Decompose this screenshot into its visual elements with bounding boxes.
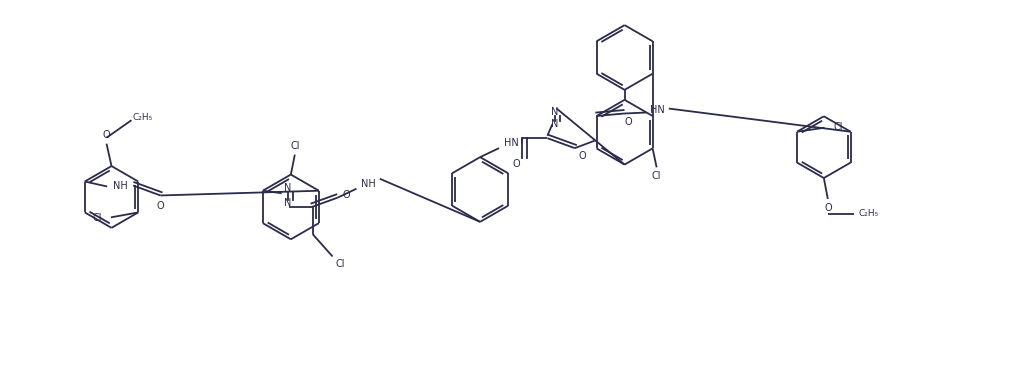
Text: C₂H₅: C₂H₅ <box>858 209 879 218</box>
Text: Cl: Cl <box>833 122 843 132</box>
Text: Cl: Cl <box>290 141 299 151</box>
Text: O: O <box>578 151 587 161</box>
Text: O: O <box>343 190 350 200</box>
Text: O: O <box>103 130 110 140</box>
Text: Cl: Cl <box>93 214 102 223</box>
Text: O: O <box>156 201 165 211</box>
Text: Cl: Cl <box>651 171 662 181</box>
Text: O: O <box>625 118 632 128</box>
Text: N: N <box>284 198 291 208</box>
Text: HN: HN <box>650 105 665 115</box>
Text: NH: NH <box>361 179 376 189</box>
Text: Cl: Cl <box>335 259 345 269</box>
Text: NH: NH <box>113 180 128 190</box>
Text: N: N <box>552 107 559 117</box>
Text: N: N <box>552 119 559 129</box>
Text: C₂H₅: C₂H₅ <box>133 113 152 122</box>
Text: N: N <box>284 183 291 193</box>
Text: O: O <box>824 203 831 213</box>
Text: HN: HN <box>503 138 519 148</box>
Text: O: O <box>512 159 521 169</box>
